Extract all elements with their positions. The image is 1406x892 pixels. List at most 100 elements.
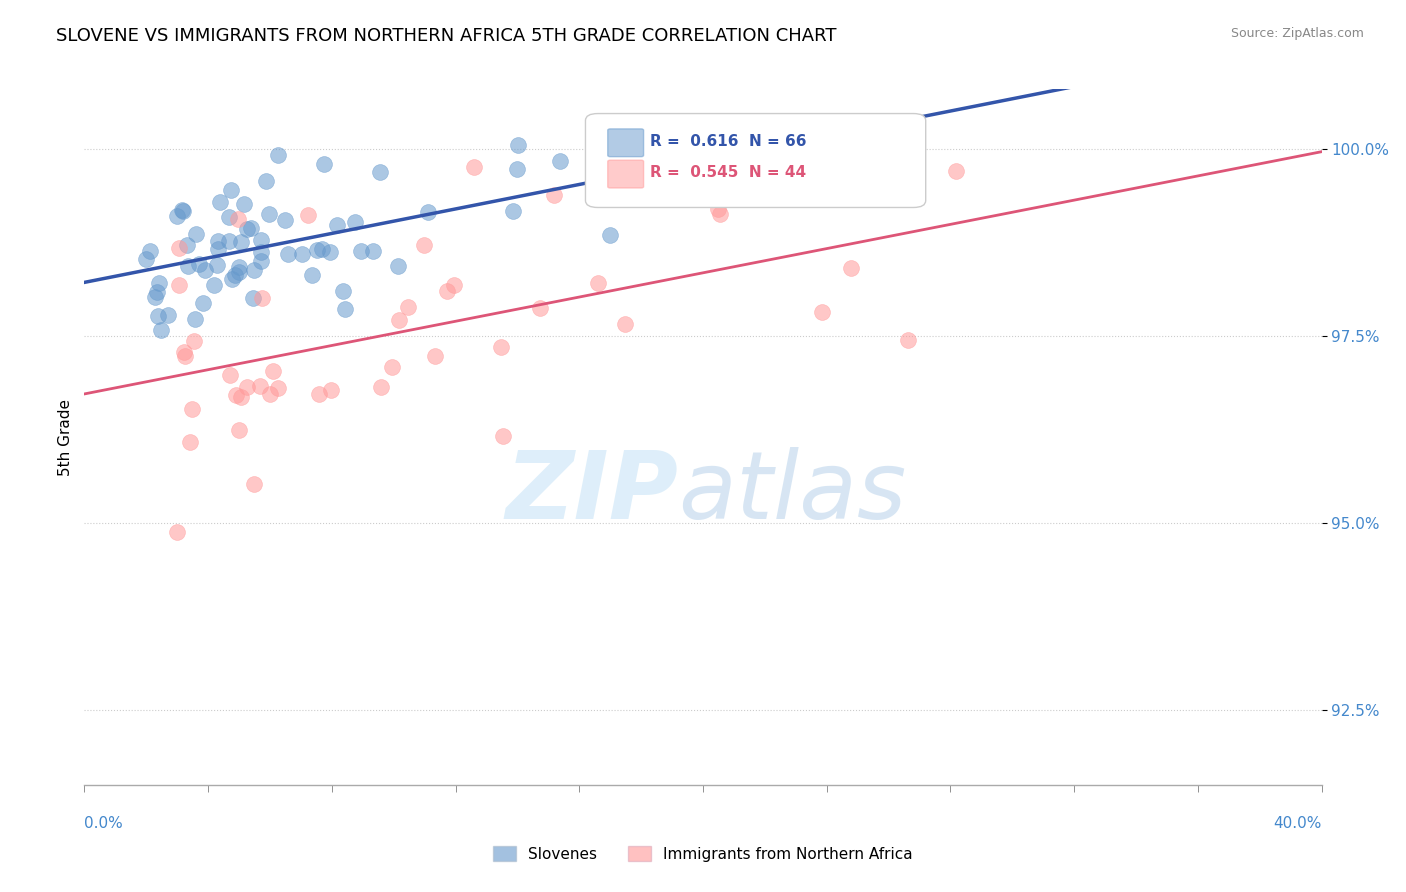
Point [167,278,190,293]
Point [543,188,565,202]
Point [249,378,271,392]
Point [361,244,384,259]
Point [254,174,277,188]
Point [308,387,330,401]
Point [146,285,169,299]
Point [319,245,342,260]
Point [249,234,271,248]
Point [277,246,299,260]
Point [321,384,343,398]
Point [179,434,201,449]
Point [250,244,273,259]
Point [387,259,409,273]
Point [193,295,215,310]
Point [506,138,529,153]
Point [235,221,257,235]
Point [224,268,246,282]
Point [209,194,232,209]
Point [202,277,225,292]
Point [250,253,273,268]
Point [221,272,243,286]
Point [811,305,834,319]
FancyBboxPatch shape [607,161,644,188]
Point [301,268,323,282]
Point [183,334,205,348]
Point [502,203,524,218]
Point [297,208,319,222]
Point [239,220,262,235]
Point [231,390,253,404]
Point [599,228,621,243]
Point [257,207,280,221]
Point [176,260,198,274]
FancyBboxPatch shape [585,113,925,208]
Point [207,234,229,248]
Point [139,244,162,259]
Point [172,203,194,218]
Point [243,476,266,491]
Point [707,202,730,216]
Point [180,402,202,417]
Point [381,359,404,374]
Point [326,219,349,233]
Point [709,207,731,221]
Point [228,423,250,437]
Text: 40.0%: 40.0% [1274,816,1322,831]
Point [207,242,229,256]
FancyBboxPatch shape [607,128,644,157]
Point [344,215,367,229]
Text: atlas: atlas [678,447,907,538]
Point [492,428,515,442]
Point [218,234,240,248]
Point [312,157,335,171]
Point [412,237,434,252]
Point [228,260,250,275]
Point [616,177,638,191]
Point [231,235,253,249]
Point [228,265,250,279]
Text: Source: ZipAtlas.com: Source: ZipAtlas.com [1230,27,1364,40]
Point [506,161,529,176]
Point [291,247,314,261]
Point [167,241,190,255]
Point [370,165,392,179]
Point [350,244,373,258]
Point [463,160,485,174]
Point [614,317,637,331]
Point [166,209,188,223]
Point [333,302,356,317]
Point [945,163,967,178]
Point [135,252,157,267]
Point [157,308,180,322]
Point [219,183,242,197]
Point [186,227,208,241]
Point [398,300,420,314]
Point [423,349,446,363]
Point [897,333,920,347]
Point [242,291,264,305]
Text: SLOVENE VS IMMIGRANTS FROM NORTHERN AFRICA 5TH GRADE CORRELATION CHART: SLOVENE VS IMMIGRANTS FROM NORTHERN AFRI… [56,27,837,45]
Point [236,380,259,394]
Point [370,380,392,394]
Point [548,154,571,169]
Point [232,196,254,211]
Point [205,258,228,272]
Point [148,277,170,291]
Point [436,284,458,298]
Point [267,148,290,162]
Point [183,312,205,326]
Point [170,203,193,218]
Point [218,211,240,225]
Text: ZIP: ZIP [505,447,678,539]
Point [150,323,173,337]
Point [443,277,465,292]
Point [166,525,188,540]
Point [143,289,166,303]
Point [725,138,748,153]
Point [267,381,290,395]
Point [176,238,198,252]
Point [332,284,354,298]
Point [311,242,333,256]
Point [226,211,249,226]
Point [307,244,329,258]
